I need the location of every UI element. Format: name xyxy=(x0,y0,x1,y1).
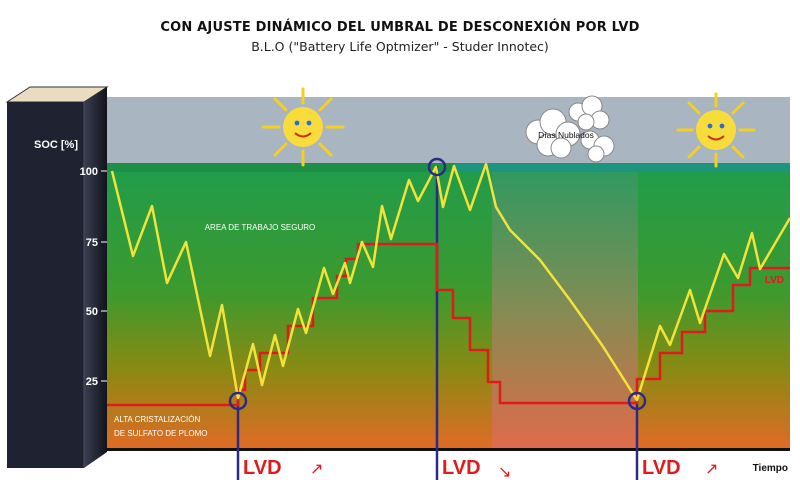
y-tick-label: 75 xyxy=(86,237,98,249)
working-zone xyxy=(107,163,790,450)
cloudy-days-label: Días Nublados xyxy=(538,130,594,140)
soc-curve xyxy=(110,162,792,402)
y-tick-label: 100 xyxy=(80,166,98,178)
diagram-title: CON AJUSTE DINÁMICO DEL UMBRAL DE DESCON… xyxy=(160,20,640,35)
x-axis-label: Tiempo xyxy=(753,463,788,474)
y-ticks: 100 75 50 25 xyxy=(80,166,107,388)
diagram-subtitle: B.L.O ("Battery Life Optmizer" - Studer … xyxy=(251,39,549,54)
cloudy-days-region xyxy=(492,163,638,450)
lvd-threshold-curve xyxy=(107,242,790,407)
sun-icon xyxy=(261,87,345,167)
lvd-arrow-up-icon: ↗ xyxy=(705,461,718,478)
sky-area xyxy=(107,97,790,163)
lvd-event-marker xyxy=(427,157,447,177)
lvd-event-marker xyxy=(627,391,647,411)
lvd-arrow-up-icon: ↗ xyxy=(310,461,323,478)
sulfation-label-line2: DE SULFATO DE PLOMO xyxy=(114,429,208,438)
full-charge-band xyxy=(107,163,790,172)
sun-icon xyxy=(676,92,756,168)
sulfation-label-line1: ALTA CRISTALIZACIÓN xyxy=(114,415,200,424)
lvd-marker-label: LVD xyxy=(642,457,681,479)
lvd-event-marker xyxy=(228,391,248,411)
lvd-curve-label: LVD xyxy=(765,275,784,286)
lvd-arrow-down-icon: ↘ xyxy=(498,464,511,481)
safe-zone-label: AREA DE TRABAJO SEGURO xyxy=(205,223,316,232)
lvd-marker-label: LVD xyxy=(442,457,481,479)
time-axis-line xyxy=(107,448,790,451)
y-tick-label: 25 xyxy=(86,376,98,388)
y-axis-label: SOC [%] xyxy=(34,139,78,151)
lvd-marker-label: LVD xyxy=(243,457,282,479)
y-tick-label: 50 xyxy=(86,306,98,318)
full-charge-band-accent xyxy=(455,163,790,172)
battery-illustration xyxy=(5,86,109,468)
cloud-icon xyxy=(525,95,615,163)
